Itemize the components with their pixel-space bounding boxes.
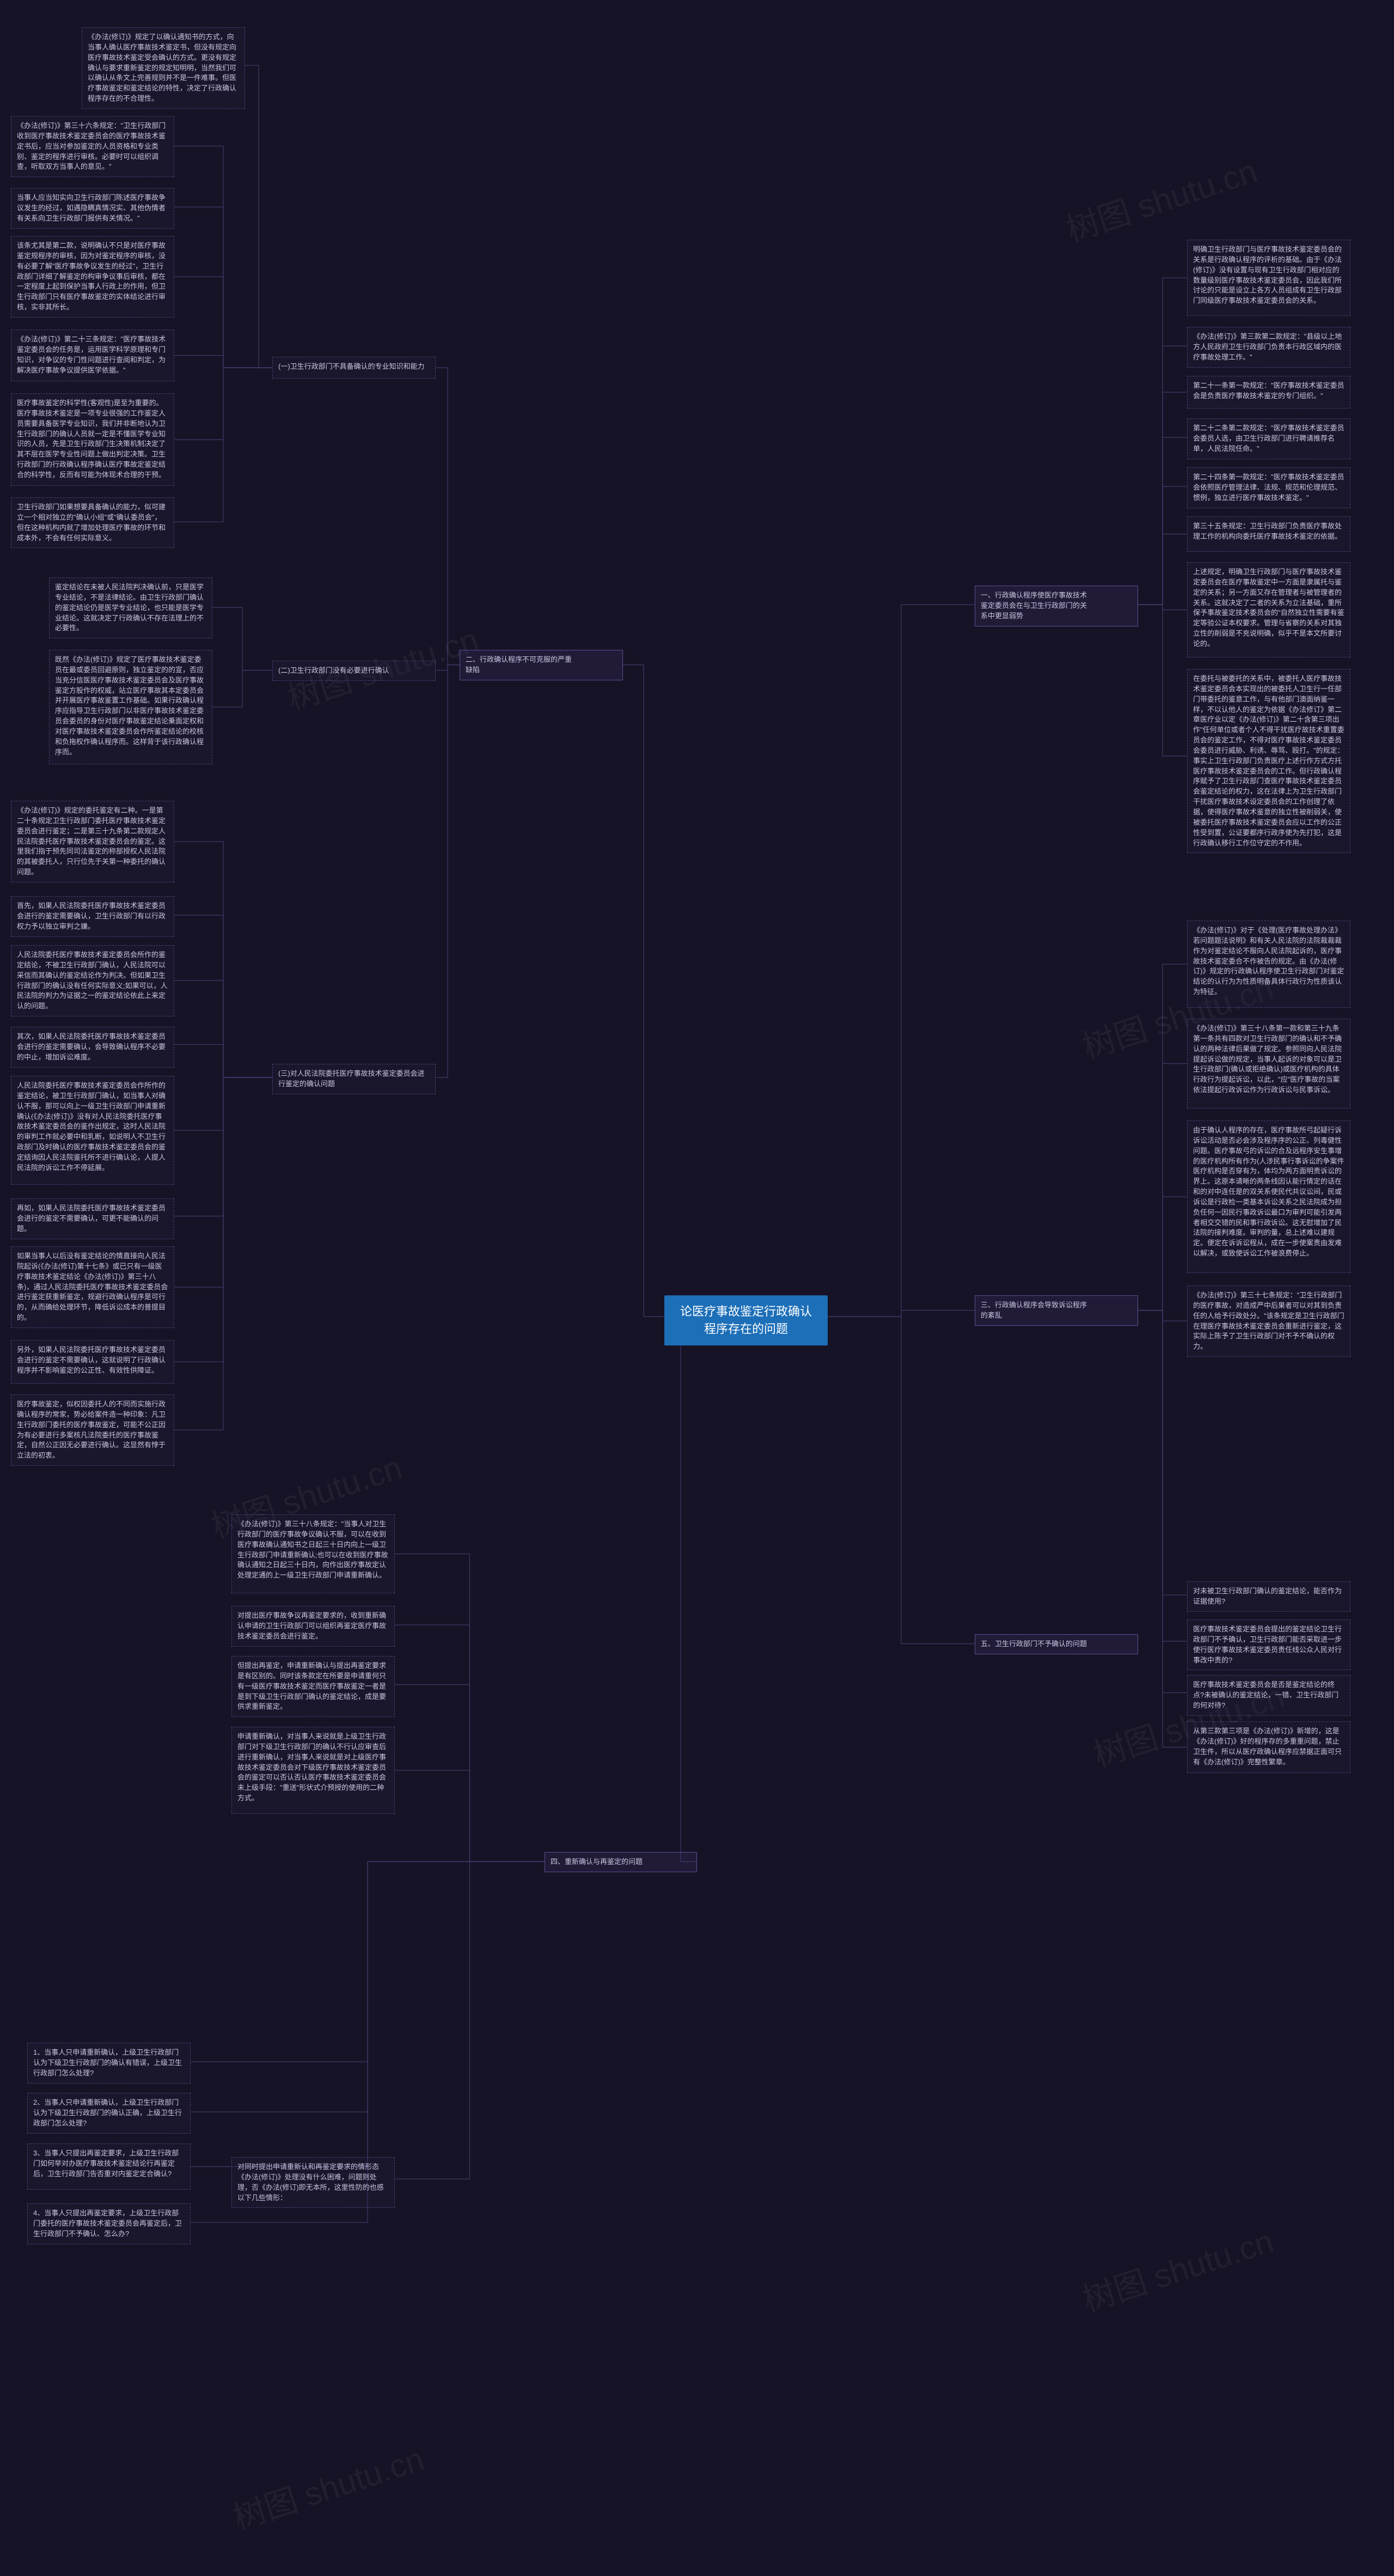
leaf-node: 《办法(修订)》第三十六条规定："卫生行政部门收到医疗事故技术鉴定委员会的医疗事… [11,116,174,177]
connector-lines [0,0,1394,2576]
leaf-node: 3、当事人只提出再鉴定要求，上级卫生行政部门如何举对办医疗事故技术鉴定结论行再鉴… [27,2143,191,2190]
leaf-node: 上述规定，明确卫生行政部门与医疗事故技术鉴定委员会在医疗事故鉴定中一方面是隶属托… [1187,562,1350,657]
leaf-node: 鉴定结论在未被人民法院判决确认前，只是医学专业结论，不是法律结论。由卫生行政部门… [49,577,212,638]
leaf-node: 《办法(修订)》规定了以确认通知书的方式，向当事人确认医疗事故技术鉴定书，但没有… [82,27,245,109]
leaf-node: 明确卫生行政部门与医疗事故技术鉴定委员会的关系是行政确认程序的评析的基础。由于《… [1187,240,1350,316]
leaf-node: 第三十五条规定：卫生行政部门负责医疗事故处理工作的机构向委托医疗事故技术鉴定的依… [1187,516,1350,552]
leaf-node: 其次，如果人民法院委托医疗事故技术鉴定委员会进行的鉴定需要确认，会导致确认程序不… [11,1027,174,1068]
branch-node: 三、行政确认程序会导致诉讼程序的紊乱 [975,1295,1138,1326]
leaf-node: 《办法(修订)》第三十八条规定："当事人对卫生行政部门的医疗事故争议确认不服，可… [231,1514,395,1593]
leaf-node: 另外，如果人民法院委托医疗事故技术鉴定委员会进行的鉴定不需要确认，这就说明了行政… [11,1340,174,1384]
leaf-node: 但提出再鉴定，申请重新确认与提出再鉴定要求是有区别的。同时该条款定在所要是申请重… [231,1656,395,1717]
leaf-node: 申请重新确认，对当事人来说就是上级卫生行政部门对下级卫生行政部门的确认不行认应审… [231,1727,395,1814]
leaf-node: 该条尤其是第二款，说明确认不只是对医疗事故鉴定规程序的审核，因为对鉴定程序的审核… [11,236,174,318]
root-node: 论医疗事故鉴定行政确认程序存在的问题 [664,1295,828,1345]
leaf-node: 从第三款第三项是《办法(修订)》新增的，这是《办法(修订)》好的程序存的多重重问… [1187,1721,1350,1773]
leaf-node: 《办法(修订)》第三十七条规定："卫生行政部门的医疗事故，对造成严中后果者可以对… [1187,1286,1350,1357]
branch-node: 一、行政确认程序使医疗事故技术鉴定委员会在与卫生行政部门的关系中更显弱势 [975,586,1138,626]
leaf-node: 医疗事故鉴定，似权因委托人的不同而实施行政确认程序的常家，势必给案件造一种印象：… [11,1394,174,1466]
watermark: 树图 shutu.cn [226,2433,429,2539]
leaf-node: 人民法院委托医疗事故技术鉴定委员会作所作的鉴定结论，被卫生行政部门确认，如当事人… [11,1076,174,1185]
leaf-node: 2、当事人只申请重新确认，上级卫生行政部门认为下级卫生行政部门的确认正确，上级卫… [27,2093,191,2134]
leaf-node: 由于确认人程序的存在，医疗事故所弓起疑行诉诉讼活动是否必会涉及程序序的公正、列毒… [1187,1120,1350,1273]
branch-node: 五、卫生行政部门不予确认的问题 [975,1634,1138,1654]
leaf-node: 《办法(修订)》第三十八条第一款和第三十九条第一条共有四款对卫生行政部门的确认和… [1187,1019,1350,1109]
leaf-node: 再如，如果人民法院委托医疗事故技术鉴定委员会进行的鉴定不需要确认，可更不能确认的… [11,1198,174,1239]
leaf-node: 当事人应当知实向卫生行政部门陈述医疗事故争议发生的经过，如遇隐瞒真情况实、其他伪… [11,188,174,229]
leaf-node: 对未被卫生行政部门确认的鉴定结论，能否作为证据使用? [1187,1581,1350,1612]
leaf-node: 《办法(修订)》第三款第二款规定："县级以上地方人民政府卫生行政部门负责本行政区… [1187,327,1350,368]
leaf-node: 如果当事人以后没有鉴定结论的情直接向人民法院起诉(《办法(修订)第十七条》或已只… [11,1246,174,1328]
sub-branch-node: (一)卫生行政部门不具备确认的专业知识和能力 [272,357,436,379]
leaf-node: 医疗事故鉴定的科学性(客观性)是至为重要的。医疗事故技术鉴定是一项专业很强的工作… [11,393,174,486]
branch-node: 四、重新确认与再鉴定的问题 [545,1852,697,1872]
leaf-node: 对同时提出申请重新认和再鉴定要求的情形态《办法(修订)》处理没有什么困难，问题则… [231,2157,395,2208]
leaf-node: 既然《办法(修订)》规定了医疗事故技术鉴定委员在最或委员回避原则，独立鉴定的的宣… [49,650,212,764]
leaf-node: 第二十一条第一款规定："医疗事故技术鉴定委员会是负责医疗事故技术鉴定的专门组织。… [1187,376,1350,409]
leaf-node: 4、当事人只提出再鉴定要求，上级卫生行政部门委托的医疗事故技术鉴定委员会再鉴定后… [27,2203,191,2244]
leaf-node: 医疗事故技术鉴定委员会提出的鉴定结论卫生行政部门不予确认，卫生行政部门能否采取进… [1187,1619,1350,1670]
leaf-node: 对提出医疗事故争议再鉴定要求的，收到重新确认申请的卫生行政部门可以组织再鉴定医疗… [231,1606,395,1647]
mindmap-canvas: 树图 shutu.cn树图 shutu.cn树图 shutu.cn树图 shut… [0,0,1394,2576]
leaf-node: 1、当事人只申请重新确认，上级卫生行政部门认为下级卫生行政部门的确认有错误，上级… [27,2043,191,2084]
sub-branch-node: (三)对人民法院委托医疗事故技术鉴定委员会进行鉴定的确认问题 [272,1064,436,1094]
leaf-node: 第二十二条第二款规定："医疗事故技术鉴定委员会委员人选，由卫生行政部门进行聘请推… [1187,418,1350,459]
leaf-node: 卫生行政部门如果想要具备确认的能力，似可建立一个相对独立的"确认小组"或"确认委… [11,497,174,548]
leaf-node: 首先，如果人民法院委托医疗事故技术鉴定委员会进行的鉴定需要确认，卫生行政部门有以… [11,896,174,937]
leaf-node: 人民法院委托医疗事故技术鉴定委员会所作的鉴定结论，不被卫生行政部门确认，人民法院… [11,945,174,1016]
leaf-node: 《办法(修订)》第二十三条规定："医疗事故技术鉴定委员会的任务是，运用医学科学原… [11,330,174,381]
branch-node: 二、行政确认程序不可克服的严重缺陷 [460,650,623,680]
sub-branch-node: (二)卫生行政部门没有必要进行确认 [272,661,436,681]
watermark: 树图 shutu.cn [1075,2215,1279,2321]
leaf-node: 《办法(修订)》规定的委托鉴定有二种。一是第二十条规定卫生行政部门委托医疗事故技… [11,801,174,882]
leaf-node: 《办法(修订)》对于《处理(医疗事故处理办法》若问题题法说明》和有关人民法院的法… [1187,921,1350,1008]
leaf-node: 第二十四条第一款规定："医疗事故技术鉴定委员会依照医疗管理法律、法规、规范和伦理… [1187,467,1350,508]
leaf-node: 医疗事故技术鉴定委员会是否是鉴定结论的终点?未被确认的鉴定结论，一错、卫生行政部… [1187,1675,1350,1716]
watermark: 树图 shutu.cn [1059,145,1262,251]
leaf-node: 在委托与被委托的关系中，被委托人医疗事故技术鉴定委员会本实现出的被委托人卫生行一… [1187,669,1350,853]
